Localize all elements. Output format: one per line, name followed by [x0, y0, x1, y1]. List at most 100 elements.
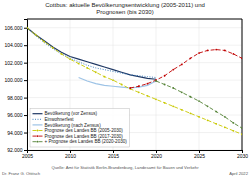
point: [207, 105, 209, 107]
legend-swatch: [33, 130, 43, 131]
point: [147, 95, 149, 97]
tick-mark: [24, 115, 27, 116]
tick: 2010: [65, 150, 76, 159]
legend-label: + Prognose des Landes BB (2020-2030): [45, 139, 128, 144]
tick-label: 92.000: [7, 147, 23, 153]
tick-label: 2025: [194, 153, 205, 159]
frame: [27, 19, 242, 20]
point: [138, 85, 140, 87]
legend-marker: [37, 130, 39, 132]
point: [215, 49, 217, 51]
tick: 2015: [108, 150, 119, 159]
legend-swatch: [33, 113, 43, 114]
grid-line: [27, 80, 242, 81]
tick-mark: [24, 63, 27, 64]
tick-label: 94.000: [7, 130, 23, 136]
axis-line: [24, 20, 28, 151]
tick-label: 104.000: [4, 42, 22, 48]
tick-label: 106.000: [4, 25, 22, 31]
tick-label: 2030: [237, 153, 248, 159]
point: [181, 91, 183, 93]
legend-item: Einwohnerfest: [33, 117, 75, 122]
tick-mark: [24, 133, 27, 134]
point: [95, 71, 97, 73]
grid-line: [27, 62, 242, 63]
title-line: Cottbus: aktuelle Bevölkerungsentwicklun…: [45, 2, 205, 8]
tick-label: 100.000: [4, 77, 22, 83]
tick-mark: [24, 150, 27, 151]
legend-swatch: [33, 141, 43, 142]
point: [181, 109, 183, 111]
frame: [242, 19, 243, 150]
axis-line: [28, 151, 243, 154]
point: [215, 123, 217, 125]
point: [155, 80, 157, 82]
legend-swatch: [33, 124, 43, 125]
tick-label: 2005: [22, 153, 33, 159]
series-line: [27, 28, 242, 135]
legend-box: [30, 108, 129, 147]
tick-mark: [24, 28, 27, 29]
point: [35, 34, 37, 36]
point: [112, 79, 114, 81]
title-line: Prognosen (bis 2030): [96, 9, 153, 15]
series-line: [79, 78, 156, 88]
tick-label: 102.000: [4, 60, 22, 66]
legend-label: Bevölkerung (vor Zensus): [45, 111, 98, 116]
point: [207, 50, 209, 52]
legend-item: Bevölkerung (vor Zensus): [33, 111, 98, 116]
tick: 98.000: [7, 95, 27, 101]
tick: 94.000: [7, 130, 27, 136]
tick: 96.000: [7, 112, 27, 118]
tick: 102.000: [4, 60, 27, 66]
series-line: [27, 28, 156, 78]
point: [164, 75, 166, 77]
tick: 92.000: [7, 147, 27, 153]
chart: Cottbus: aktuelle Bevölkerungsentwicklun…: [0, 0, 250, 177]
footer-note: April 2022: [229, 171, 249, 176]
point: [86, 67, 88, 69]
point: [241, 127, 242, 129]
point: [164, 102, 166, 104]
legend-item: Bevölkerung (nach Zensus): [33, 123, 102, 128]
legend-label: Prognose des Landes BB (2017-2030): [45, 134, 124, 139]
tick: 2020: [151, 150, 162, 159]
point: [104, 76, 106, 78]
tick: 104.000: [4, 42, 27, 48]
footer-note: Quelle: Amt für Statistik Berlin-Branden…: [51, 165, 199, 170]
legend-item: Prognose des Landes BB (2017-2030): [33, 134, 124, 139]
point: [215, 111, 217, 113]
point: [147, 83, 149, 85]
point: [69, 58, 71, 60]
point: [233, 122, 235, 124]
series-line: [27, 28, 156, 80]
point: [198, 52, 200, 54]
point: [78, 63, 80, 65]
legend-label: Einwohnerfest: [45, 117, 75, 122]
tick-label: 98.000: [7, 95, 23, 101]
point: [172, 105, 174, 107]
grid-line: [242, 19, 243, 150]
tick: 2030: [237, 150, 248, 159]
point: [181, 64, 183, 66]
point: [164, 84, 166, 86]
grid-line: [199, 19, 200, 150]
legend-swatch: [33, 136, 43, 137]
point: [52, 47, 54, 49]
series-line: [156, 81, 242, 128]
point: [155, 79, 157, 81]
y-axis: 92.000 94.000 96.000 98.000 100.000 102.000 10…: [4, 20, 27, 154]
legend-marker: [37, 141, 39, 143]
title: Cottbus: aktuelle Bevölkerungsentwicklun…: [45, 2, 205, 15]
point: [155, 98, 157, 100]
point: [190, 57, 192, 59]
tick-label: 2015: [108, 153, 119, 159]
point: [27, 27, 28, 29]
grid: [27, 19, 242, 150]
point: [129, 88, 131, 90]
point: [121, 84, 123, 86]
x-axis: 2005 2010 2015 2020 2025 2030: [22, 150, 248, 159]
legend-marker: [37, 135, 39, 137]
grid-line: [156, 19, 157, 150]
point: [129, 87, 131, 89]
